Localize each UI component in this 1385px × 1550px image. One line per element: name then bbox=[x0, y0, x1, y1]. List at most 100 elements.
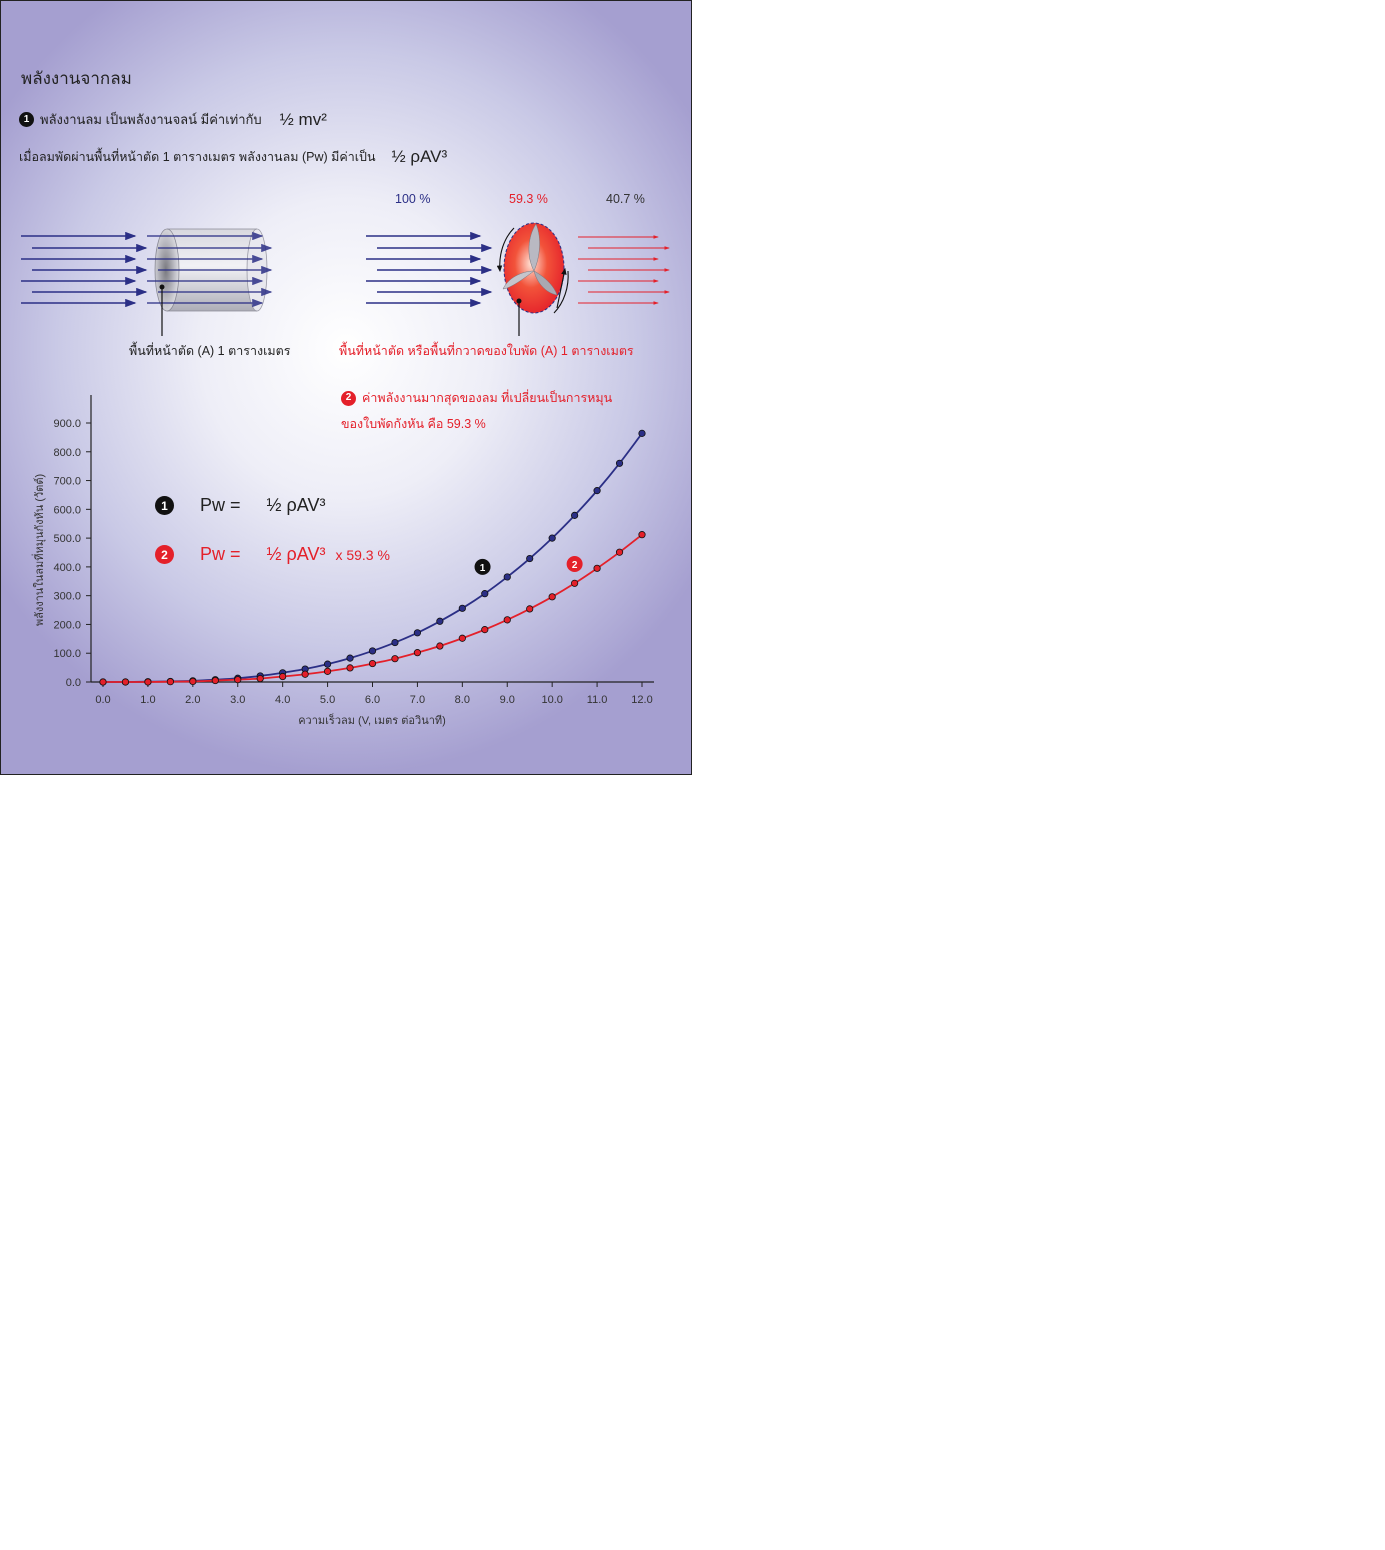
series-2-point bbox=[211, 676, 219, 685]
series-2-point bbox=[121, 678, 130, 686]
formula-2-badge: 2 bbox=[155, 545, 174, 564]
series-1-point bbox=[571, 511, 579, 519]
wind-arrows-in bbox=[366, 231, 493, 308]
series-1-badge-label: 1 bbox=[480, 563, 486, 574]
series-1-point bbox=[368, 647, 377, 655]
y-tick-label: 200.0 bbox=[53, 619, 81, 631]
series-2-point bbox=[301, 670, 309, 678]
series-1-point bbox=[548, 534, 556, 542]
intro-text-1: พลังงานลม เป็นพลังงานจลน์ มีค่าเท่ากับ bbox=[40, 112, 262, 127]
caption-area-left: พื้นที่หน้าตัด (A) 1 ตารางเมตร bbox=[129, 344, 291, 358]
y-tick-label: 900.0 bbox=[53, 418, 81, 430]
series-1-point bbox=[436, 617, 444, 625]
formula-2: 2 Pw = ½ ρAV³ x 59.3 % bbox=[155, 544, 390, 565]
x-tick-label: 9.0 bbox=[500, 694, 515, 706]
series-2-point bbox=[368, 659, 377, 668]
x-tick-label: 3.0 bbox=[230, 694, 245, 706]
series-2-point bbox=[144, 678, 152, 686]
series-2-point bbox=[481, 626, 489, 634]
x-tick-label: 10.0 bbox=[541, 694, 562, 706]
formula-2-rhs: ½ ρAV³ bbox=[266, 544, 326, 564]
series-1-point bbox=[593, 487, 601, 495]
infographic: พลังงานจากลม 1 พลังงานลม เป็นพลังงานจลน์… bbox=[0, 0, 692, 775]
chart-ticks: 0.0 1.0 2.0 3.0 4.0 5.0 6.0 7.0 8.0 9.0 10.0 11.0 12… bbox=[53, 418, 652, 706]
series-2-point bbox=[234, 676, 242, 684]
intro-text-2: เมื่อลมพัดผ่านพื้นที่หน้าตัด 1 ตารางเมตร… bbox=[19, 150, 376, 164]
series-2-point bbox=[615, 548, 624, 556]
betz-note-line-2: ของใบพัดกังหัน คือ 59.3 % bbox=[341, 417, 486, 431]
series-2-point bbox=[548, 593, 556, 601]
series-2-point bbox=[391, 655, 399, 663]
formula-1-lhs: Pw = bbox=[200, 495, 241, 515]
pct-out: 40.7 % bbox=[606, 192, 645, 206]
series-1-point bbox=[615, 459, 624, 467]
series-1-point bbox=[638, 429, 646, 437]
series-1-point bbox=[458, 604, 466, 612]
intro-line-1: 1 พลังงานลม เป็นพลังงานจลน์ มีค่าเท่ากับ… bbox=[19, 109, 327, 130]
formula-2-lhs: Pw = bbox=[200, 544, 241, 564]
x-tick-label: 11.0 bbox=[587, 694, 608, 706]
badge-2: 2 bbox=[341, 390, 356, 406]
y-tick-label: 300.0 bbox=[53, 591, 81, 603]
caption-area-right: พื้นที่หน้าตัด หรือพื้นที่กวาดของใบพัด (… bbox=[339, 344, 634, 358]
series-1-point bbox=[481, 590, 489, 598]
formula-2-factor: x 59.3 % bbox=[335, 546, 390, 563]
x-tick-label: 5.0 bbox=[320, 694, 335, 706]
series-1-point bbox=[346, 654, 354, 662]
series-1-point bbox=[391, 638, 399, 647]
y-tick-label: 700.0 bbox=[53, 476, 81, 488]
series-2-point bbox=[189, 677, 197, 686]
pct-captured: 59.3 % bbox=[509, 192, 548, 206]
series-1-point bbox=[323, 660, 332, 668]
series-2-point bbox=[458, 634, 466, 642]
y-axis-label: พลังงานในลมที่หมุนกังหัน (วัตต์) bbox=[31, 474, 46, 626]
series-1-badge bbox=[474, 558, 491, 575]
y-tick-label: 500.0 bbox=[53, 533, 81, 545]
pct-in: 100 % bbox=[395, 192, 431, 206]
betz-note-line-1: ค่าพลังงานมากสุดของลม ที่เปลี่ยนเป็นการห… bbox=[362, 391, 613, 405]
series-2-badge bbox=[566, 556, 583, 573]
x-tick-label: 4.0 bbox=[275, 694, 290, 706]
series-2-point bbox=[526, 605, 534, 613]
y-tick-label: 800.0 bbox=[53, 447, 81, 459]
x-tick-label: 7.0 bbox=[410, 694, 425, 706]
y-tick-label: 400.0 bbox=[53, 562, 81, 574]
y-tick-label: 0.0 bbox=[66, 677, 81, 689]
series-2-point bbox=[413, 649, 422, 657]
series-1-point bbox=[413, 629, 422, 637]
betz-note: 2 ค่าพลังงานมากสุดของลม ที่เปลี่ยนเป็นกา… bbox=[341, 385, 612, 437]
series-2-point bbox=[503, 616, 511, 624]
wind-diagram bbox=[21, 222, 670, 336]
power-chart: 0.0 1.0 2.0 3.0 4.0 5.0 6.0 7.0 8.0 9.0 10.0 11.0 12… bbox=[31, 395, 654, 727]
series-2-point bbox=[571, 579, 579, 587]
intro-line-2: เมื่อลมพัดผ่านพื้นที่หน้าตัด 1 ตารางเมตร… bbox=[19, 147, 447, 167]
x-tick-label: 12.0 bbox=[631, 694, 652, 706]
x-tick-label: 6.0 bbox=[365, 694, 380, 706]
x-tick-label: 1.0 bbox=[140, 694, 155, 706]
series-2-point bbox=[323, 667, 332, 675]
x-tick-label: 8.0 bbox=[455, 694, 470, 706]
series-2-point bbox=[638, 531, 646, 539]
series-1-point bbox=[526, 554, 534, 563]
chart-axes bbox=[90, 395, 654, 683]
turbine-rotor-icon bbox=[496, 222, 569, 336]
series-2-point bbox=[166, 678, 174, 686]
series-2-point bbox=[99, 678, 107, 686]
series-2-point bbox=[436, 642, 444, 650]
x-tick-label: 0.0 bbox=[95, 694, 110, 706]
wind-arrows-left bbox=[21, 231, 148, 308]
x-axis-label: ความเร็วลม (V, เมตร ต่อวินาที) bbox=[298, 713, 446, 727]
formula-1-rhs: ½ ρAV³ bbox=[266, 495, 326, 515]
formula-1: 1 Pw = ½ ρAV³ bbox=[155, 495, 325, 516]
series-2-point bbox=[346, 664, 354, 672]
x-tick-label: 2.0 bbox=[185, 694, 200, 706]
kinetic-formula: ½ mv² bbox=[279, 109, 327, 129]
series-2-point bbox=[256, 674, 264, 683]
series-2-point bbox=[593, 564, 601, 572]
wind-arrows-through bbox=[147, 231, 273, 308]
page-title: พลังงานจากลม bbox=[21, 69, 132, 88]
formula-1-badge: 1 bbox=[155, 496, 174, 515]
y-tick-label: 600.0 bbox=[53, 504, 81, 516]
wind-arrows-out bbox=[578, 235, 670, 305]
